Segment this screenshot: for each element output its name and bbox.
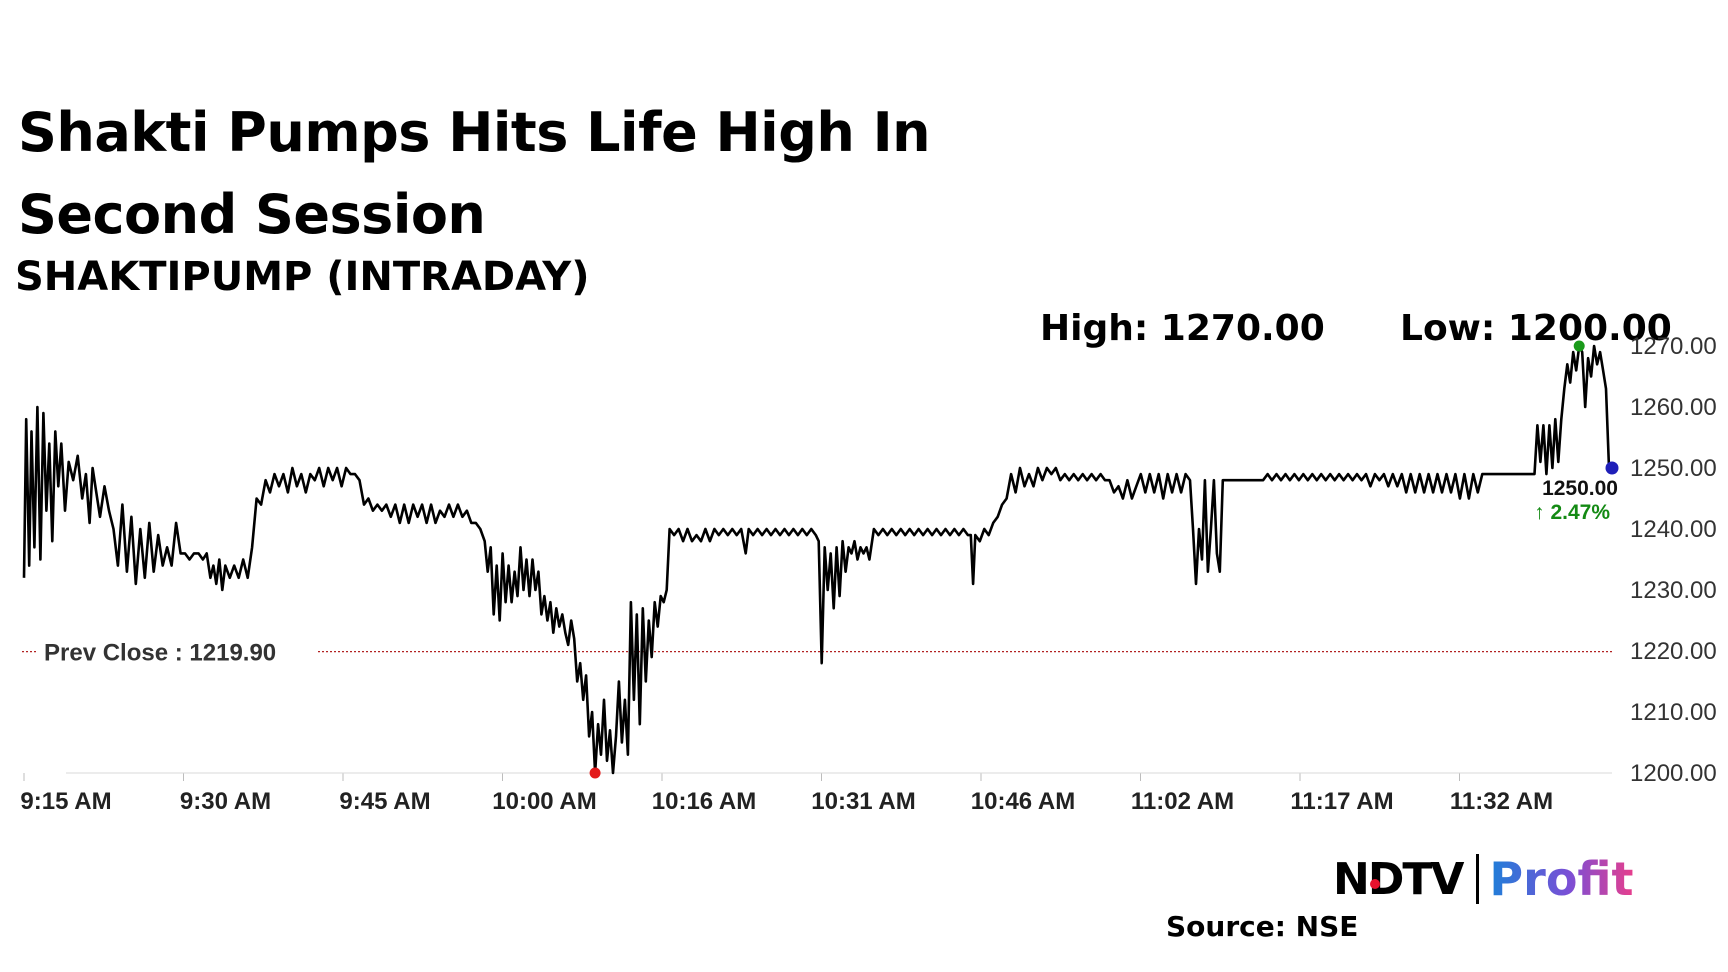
profit-wordmark: Profit [1489,852,1634,906]
ndtv-wordmark: NDTV [1333,853,1464,905]
x-tick-label: 10:46 AM [971,788,1075,815]
chart-subtitle: SHAKTIPUMP (INTRADAY) [15,254,590,300]
high-point-marker [1573,340,1585,352]
intraday-line-chart: 1270.00 1260.00 1250.00 1240.00 1230.00 1220.… [20,333,1717,815]
chart-title: Shakti Pumps Hits Life High In Second Se… [18,101,931,246]
y-tick-label: 1200.00 [1630,760,1717,787]
y-axis-ticks: 1270.00 1260.00 1250.00 1240.00 1230.00 1220.… [1630,333,1717,787]
prev-close-label: Prev Close : 1219.90 [44,640,276,667]
x-tick-label: 10:00 AM [492,788,596,815]
x-tick-label: 10:31 AM [811,788,915,815]
ndtv-profit-logo: NDTV Profit [1333,852,1634,906]
ndtv-text: NDTV [1333,853,1464,905]
x-tick-label: 10:16 AM [652,788,756,815]
y-tick-label: 1210.00 [1630,699,1717,726]
y-tick-label: 1250.00 [1630,455,1717,482]
price-series-line [22,344,1612,775]
y-tick-label: 1240.00 [1630,516,1717,543]
x-tick-label: 11:32 AM [1450,788,1553,815]
y-tick-label: 1270.00 [1630,333,1717,360]
x-tick-label: 9:45 AM [339,788,430,815]
low-point-marker [589,767,601,779]
ndtv-red-dot [1370,878,1380,889]
y-tick-label: 1220.00 [1630,638,1717,665]
last-price-label: 1250.00 [1542,477,1618,500]
high-value-text: High: 1270.00 [1040,308,1325,349]
logo-separator [1476,854,1480,904]
x-tick-label: 11:17 AM [1290,788,1393,815]
source-note: Source: NSE [1166,910,1359,943]
last-price-marker [1605,461,1619,475]
y-tick-label: 1260.00 [1630,394,1717,421]
change-percent-label: ↑ 2.47% [1534,501,1610,524]
y-tick-label: 1230.00 [1630,577,1717,604]
x-tick-label: 11:02 AM [1131,788,1234,815]
x-axis-ticks: 9:15 AM 9:30 AM 9:45 AM 10:00 AM 10:16 AM 10:… [20,773,1553,815]
prev-close-label-bg [38,639,316,664]
x-tick-label: 9:15 AM [20,788,111,815]
x-tick-label: 9:30 AM [180,788,271,815]
low-value-text: Low: 1200.00 [1400,308,1672,349]
